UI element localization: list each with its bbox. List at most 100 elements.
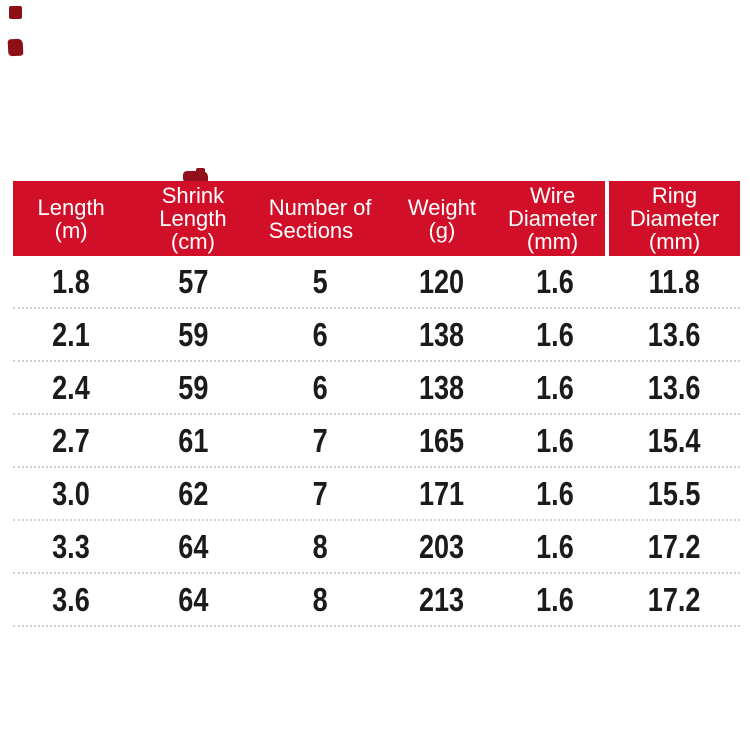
header-cell-sections: Number of Sections [257, 181, 384, 256]
cell-value: 59 [177, 315, 208, 353]
cell-weight: 213 [384, 581, 500, 619]
cell-ring-diameter: 13.6 [609, 316, 740, 354]
cell-weight: 165 [384, 422, 500, 460]
cell-value: 1.8 [52, 262, 90, 300]
cell-value: 1.6 [535, 580, 574, 618]
cell-shrink-length: 64 [129, 528, 256, 566]
cell-value: 1.6 [535, 262, 574, 300]
table-row: 3.3 64 8 203 1.6 17.2 [13, 521, 740, 574]
cell-ring-diameter: 17.2 [609, 581, 740, 619]
cell-shrink-length: 61 [129, 422, 256, 460]
cell-length: 2.7 [13, 422, 129, 460]
header-cell-shrink-length: Shrink Length (cm) [129, 181, 256, 256]
cell-sections: 5 [257, 263, 384, 301]
cell-weight: 203 [384, 528, 500, 566]
cell-length: 2.4 [13, 369, 129, 407]
table-row: 3.0 62 7 171 1.6 15.5 [13, 468, 740, 521]
header-edge-artifact [183, 171, 208, 182]
table-row: 2.7 61 7 165 1.6 15.4 [13, 415, 740, 468]
cell-value: 8 [312, 527, 328, 565]
header-cell-length: Length (m) [13, 181, 129, 256]
cell-value: 8 [312, 580, 328, 618]
cell-wire-diameter: 1.6 [500, 263, 609, 301]
cell-value: 13.6 [648, 368, 701, 406]
cell-value: 3.6 [52, 580, 90, 618]
header-label: Ring Diameter (mm) [629, 183, 720, 254]
header-cell-wire-diameter: Wire Diameter (mm) [500, 181, 610, 256]
cell-value: 64 [177, 527, 208, 565]
cell-value: 57 [177, 262, 208, 300]
cell-value: 11.8 [648, 262, 701, 300]
cell-value: 13.6 [648, 315, 701, 353]
watermark-mark-1 [9, 6, 22, 19]
header-label: Weight (g) [407, 194, 476, 243]
cell-value: 203 [419, 527, 465, 565]
cell-length: 2.1 [13, 316, 129, 354]
cell-ring-diameter: 13.6 [609, 369, 740, 407]
table-row: 3.6 64 8 213 1.6 17.2 [13, 574, 740, 627]
cell-weight: 120 [384, 263, 500, 301]
cell-sections: 7 [257, 422, 384, 460]
table-row: 1.8 57 5 120 1.6 11.8 [13, 256, 740, 309]
cell-value: 62 [177, 474, 208, 512]
cell-wire-diameter: 1.6 [500, 475, 609, 513]
cell-weight: 138 [384, 369, 500, 407]
cell-value: 213 [419, 580, 465, 618]
cell-value: 2.7 [52, 421, 90, 459]
cell-value: 1.6 [535, 368, 574, 406]
cell-shrink-length: 62 [129, 475, 256, 513]
cell-value: 61 [177, 421, 208, 459]
cell-ring-diameter: 15.4 [609, 422, 740, 460]
cell-value: 64 [177, 580, 208, 618]
cell-wire-diameter: 1.6 [500, 422, 609, 460]
cell-value: 138 [419, 368, 465, 406]
cell-length: 3.3 [13, 528, 129, 566]
cell-value: 7 [312, 421, 328, 459]
table-header-row: Length (m) Shrink Length (cm) Number of … [13, 181, 740, 256]
cell-length: 3.6 [13, 581, 129, 619]
cell-sections: 8 [257, 581, 384, 619]
cell-value: 1.6 [535, 474, 574, 512]
header-cell-weight: Weight (g) [384, 181, 500, 256]
cell-length: 1.8 [13, 263, 129, 301]
cell-value: 15.5 [648, 474, 701, 512]
cell-wire-diameter: 1.6 [500, 369, 609, 407]
cell-shrink-length: 64 [129, 581, 256, 619]
header-label: Shrink Length (cm) [159, 183, 227, 254]
cell-wire-diameter: 1.6 [500, 581, 609, 619]
cell-ring-diameter: 15.5 [609, 475, 740, 513]
cell-value: 3.3 [52, 527, 90, 565]
cell-value: 2.1 [52, 315, 90, 353]
cell-ring-diameter: 11.8 [609, 263, 740, 301]
cell-value: 165 [419, 421, 465, 459]
cell-value: 5 [312, 262, 328, 300]
cell-value: 15.4 [648, 421, 701, 459]
cell-value: 171 [419, 474, 465, 512]
cell-shrink-length: 59 [129, 369, 256, 407]
table-body: 1.8 57 5 120 1.6 11.8 2.1 59 6 138 1.6 13.6 2.4 59 6 13… [13, 256, 740, 627]
cell-value: 7 [312, 474, 328, 512]
table-row: 2.4 59 6 138 1.6 13.6 [13, 362, 740, 415]
cell-value: 120 [419, 262, 465, 300]
cell-value: 6 [312, 315, 328, 353]
cell-value: 59 [177, 368, 208, 406]
header-label: Length (m) [37, 194, 105, 243]
cell-weight: 138 [384, 316, 500, 354]
cell-sections: 7 [257, 475, 384, 513]
cell-ring-diameter: 17.2 [609, 528, 740, 566]
cell-sections: 6 [257, 316, 384, 354]
header-label: Wire Diameter (mm) [507, 183, 598, 254]
table-row: 2.1 59 6 138 1.6 13.6 [13, 309, 740, 362]
cell-wire-diameter: 1.6 [500, 316, 609, 354]
header-label: Number of Sections [268, 194, 372, 243]
cell-value: 1.6 [535, 421, 574, 459]
header-edge-artifact-small [196, 168, 205, 174]
cell-value: 1.6 [535, 315, 574, 353]
cell-sections: 6 [257, 369, 384, 407]
header-cell-ring-diameter: Ring Diameter (mm) [609, 181, 740, 256]
cell-weight: 171 [384, 475, 500, 513]
cell-value: 17.2 [648, 580, 701, 618]
cell-value: 2.4 [52, 368, 90, 406]
spec-table: Length (m) Shrink Length (cm) Number of … [13, 181, 740, 627]
